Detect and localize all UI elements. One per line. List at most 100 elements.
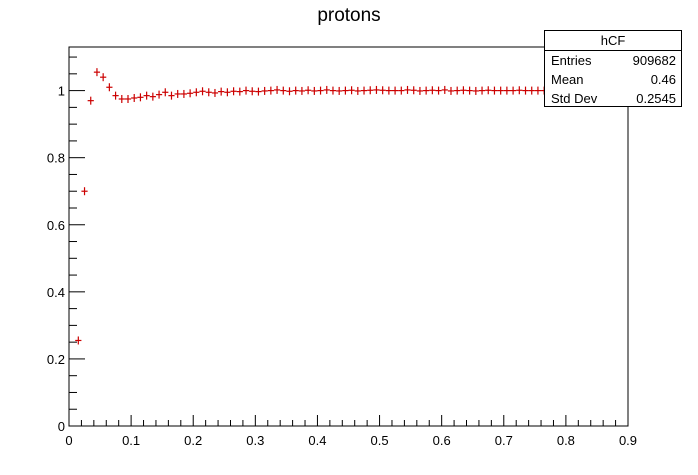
plot-frame [68, 46, 629, 427]
stats-row-stddev: Std Dev 0.2545 [545, 89, 681, 108]
data-point [317, 86, 324, 95]
data-point [454, 86, 461, 95]
data-point [267, 86, 274, 95]
data-point [447, 86, 455, 95]
data-point [336, 86, 343, 95]
stats-label: Mean [551, 72, 584, 87]
data-point [131, 93, 138, 102]
data-point [398, 86, 405, 95]
data-point [311, 86, 318, 95]
x-tick-label: 0.8 [557, 433, 575, 448]
data-point [410, 86, 417, 95]
x-tick-label: 0.1 [122, 433, 140, 448]
data-point [373, 85, 380, 94]
data-point [168, 91, 175, 100]
data-point [516, 86, 523, 95]
data-point [155, 90, 163, 99]
data-point [174, 89, 181, 98]
data-point [218, 87, 225, 96]
chart-title: protons [317, 5, 381, 26]
stats-label: Std Dev [551, 91, 598, 106]
data-point [509, 86, 517, 95]
stats-label: Entries [551, 53, 592, 68]
data-point [348, 86, 355, 95]
y-tick-label: 0.8 [47, 151, 65, 166]
y-tick-label: 0.2 [47, 352, 65, 367]
data-point [249, 87, 256, 96]
stats-row-mean: Mean 0.46 [545, 70, 681, 89]
data-point [429, 86, 436, 95]
data-point [93, 68, 101, 77]
data-point [211, 88, 219, 97]
data-point [242, 86, 250, 95]
stats-box: hCF Entries 909682 Mean 0.46 Std Dev 0.2… [544, 30, 682, 107]
data-point [298, 86, 306, 95]
data-point [112, 91, 119, 100]
stats-value: 909682 [632, 53, 676, 68]
data-point [273, 85, 281, 94]
data-point [87, 96, 94, 105]
data-point [261, 86, 268, 95]
stats-value: 0.2545 [636, 91, 676, 106]
data-point [149, 92, 156, 101]
data-point [472, 86, 479, 95]
data-point [534, 86, 542, 95]
y-tick-label: 0.6 [47, 218, 65, 233]
data-point [199, 87, 206, 96]
x-tick-label: 0.3 [246, 433, 264, 448]
data-point [528, 86, 535, 95]
data-point [75, 336, 82, 345]
x-tick-label: 0.7 [495, 433, 513, 448]
data-point [224, 88, 231, 97]
stats-value: 0.46 [650, 72, 676, 87]
data-point [236, 87, 243, 96]
stats-title: hCF [545, 31, 681, 51]
data-point [503, 86, 510, 95]
data-point [106, 83, 113, 92]
data-point [280, 86, 287, 95]
data-point [193, 88, 200, 97]
x-tick-label: 0.2 [184, 433, 202, 448]
data-point [286, 87, 293, 96]
data-point [205, 88, 212, 97]
data-point [441, 85, 448, 94]
data-point [187, 89, 194, 98]
data-point [485, 86, 492, 95]
data-point [323, 85, 330, 94]
data-point [379, 86, 386, 95]
data-point [329, 86, 337, 95]
data-point [124, 94, 132, 103]
y-tick-label: 0 [58, 419, 65, 434]
y-tick-label: 0.4 [47, 285, 65, 300]
x-tick-label: 0 [65, 433, 72, 448]
data-point [478, 86, 486, 95]
stats-row-entries: Entries 909682 [545, 51, 681, 70]
data-point [360, 86, 368, 95]
data-point [255, 87, 262, 96]
y-tick-label: 1 [58, 84, 65, 99]
data-point [460, 86, 467, 95]
data-point [162, 88, 169, 97]
data-points [75, 68, 628, 345]
data-point [354, 86, 361, 95]
data-point [404, 85, 411, 94]
data-point [230, 87, 237, 96]
data-point [367, 86, 374, 95]
data-point [292, 86, 299, 95]
x-tick-label: 0.9 [619, 433, 637, 448]
data-point [435, 86, 442, 95]
data-point [81, 187, 88, 196]
data-point [342, 86, 349, 95]
data-point [100, 73, 107, 82]
data-point [305, 86, 312, 95]
x-tick-label: 0.6 [433, 433, 451, 448]
data-point [143, 91, 150, 100]
data-point [385, 86, 392, 95]
data-point [416, 86, 424, 95]
data-point [180, 89, 188, 98]
data-point [522, 86, 529, 95]
data-point [137, 93, 144, 102]
data-point [423, 86, 430, 95]
data-point [497, 86, 504, 95]
axis-ticks [68, 56, 629, 427]
